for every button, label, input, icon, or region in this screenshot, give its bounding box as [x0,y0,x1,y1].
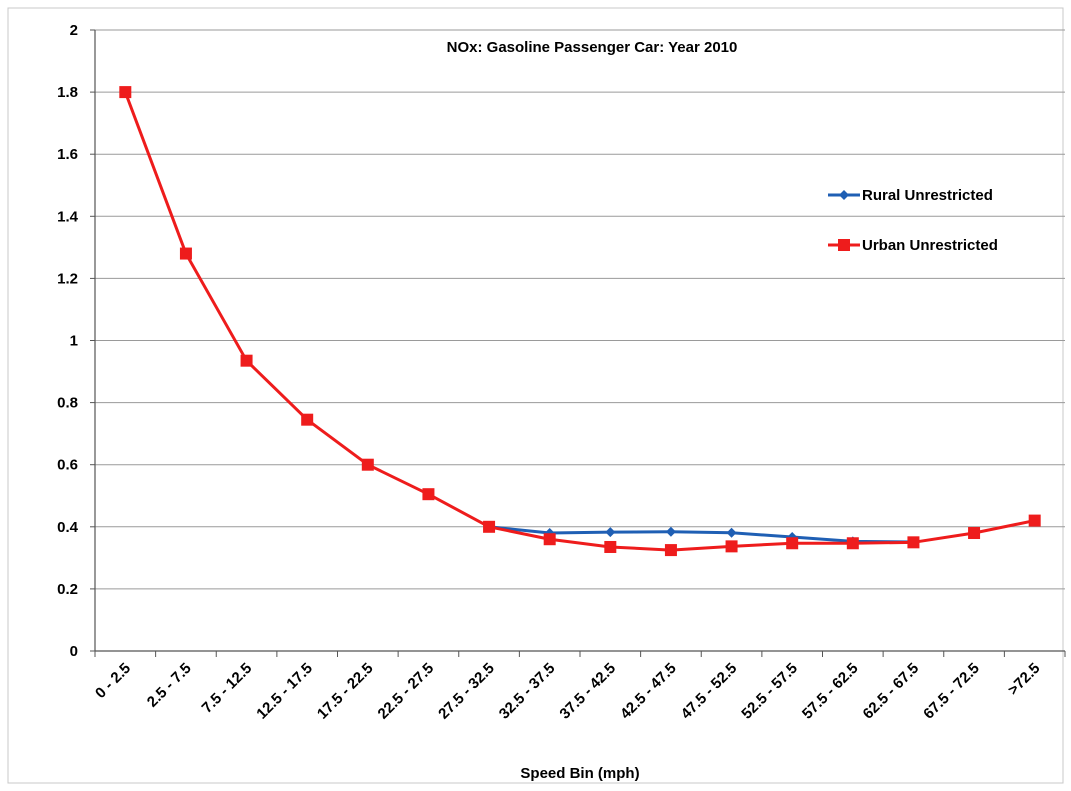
legend-item: Rural Unrestricted [828,187,993,204]
legend-label: Rural Unrestricted [862,187,993,204]
y-tick-label: 1.8 [57,84,78,101]
chart-border [7,7,1064,784]
data-point [846,537,859,550]
series-line [488,525,914,544]
data-point [179,247,192,260]
y-tick-label: 1 [70,333,78,350]
y-tick-label: 0.4 [57,519,79,536]
data-point [301,413,314,426]
series-1 [119,86,1041,557]
data-point [725,540,738,553]
data-point [119,86,132,99]
data-point [422,488,435,501]
data-point [665,526,676,537]
legend-label: Urban Unrestricted [862,237,998,254]
data-point [543,533,556,546]
data-point [968,527,981,540]
legend-marker [838,239,850,251]
data-point [786,537,799,550]
gridlines [95,29,1065,590]
data-point [1028,514,1041,527]
y-tick-label: 1.6 [57,146,78,163]
y-tick-label: 2 [70,22,78,39]
legend-marker [839,190,849,200]
data-point [604,540,617,553]
chart-title: NOx: Gasoline Passenger Car: Year 2010 [447,39,738,56]
y-tick-label: 1.2 [57,270,78,287]
y-tick-label: 1.4 [57,208,79,225]
legend-item: Urban Unrestricted [828,237,998,254]
y-tick-label: 0.6 [57,457,78,474]
y-tick-label: 0.2 [57,581,78,598]
data-point [664,544,677,557]
data-point [605,527,616,538]
x-axis-title: Speed Bin (mph) [520,765,639,782]
series-lines [119,86,1041,557]
data-point [483,520,496,533]
y-axis-ticks: 0 0.2 0.4 0.6 0.8 1 1.2 1.4 1.6 1.8 2 [57,22,95,660]
series-line [123,91,1035,552]
legend: Rural Unrestricted Urban Unrestricted [828,187,998,254]
data-point [240,354,253,367]
data-point [726,527,737,538]
data-point [907,536,920,549]
data-point [361,458,374,471]
y-tick-label: 0.8 [57,395,78,412]
y-tick-label: 0 [70,643,78,660]
